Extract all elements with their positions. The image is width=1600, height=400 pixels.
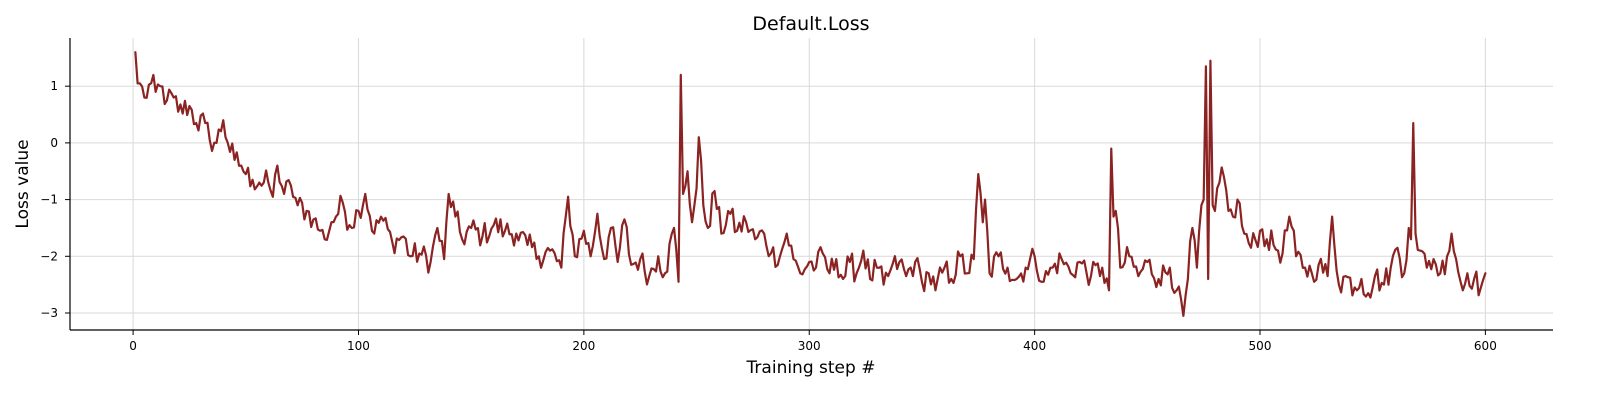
y-tick-label: −3: [40, 306, 58, 320]
grid-lines: [70, 38, 1553, 330]
axes: [69, 38, 1553, 331]
x-tick-label: 300: [798, 339, 821, 353]
x-tick-label: 0: [129, 339, 137, 353]
loss-series-line: [134, 51, 1487, 317]
y-axis-label: Loss value: [13, 139, 33, 228]
x-tick-label: 400: [1023, 339, 1046, 353]
x-tick-label: 600: [1474, 339, 1497, 353]
y-tick-label: 1: [50, 79, 58, 93]
y-ticks: 1 0 −1 −2 −3: [40, 79, 70, 320]
y-tick-label: −2: [40, 249, 58, 263]
x-ticks: 0 100 200 300 400 500 600: [129, 330, 1497, 353]
y-tick-label: 0: [50, 136, 58, 150]
x-axis-label: Training step #: [746, 358, 876, 378]
chart-title: Default.Loss: [752, 13, 869, 35]
y-tick-label: −1: [40, 193, 58, 207]
x-tick-label: 200: [572, 339, 595, 353]
x-tick-label: 500: [1249, 339, 1272, 353]
x-tick-label: 100: [347, 339, 370, 353]
